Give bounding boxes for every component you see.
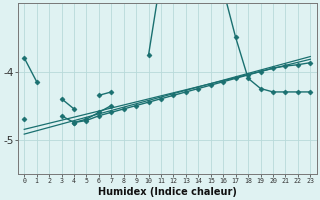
X-axis label: Humidex (Indice chaleur): Humidex (Indice chaleur)	[98, 187, 237, 197]
